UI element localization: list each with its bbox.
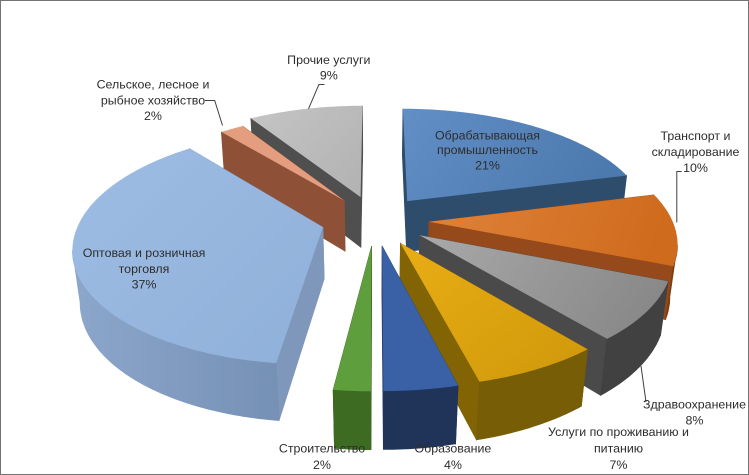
svg-text:питанию: питанию xyxy=(594,441,643,455)
svg-text:21%: 21% xyxy=(475,159,500,173)
svg-text:Оптовая и розничная: Оптовая и розничная xyxy=(83,246,206,260)
svg-text:7%: 7% xyxy=(610,458,628,472)
svg-text:2%: 2% xyxy=(144,109,162,123)
svg-text:Услуги по проживанию и: Услуги по проживанию и xyxy=(548,425,689,439)
svg-text:Обрабатывающая: Обрабатывающая xyxy=(435,129,540,143)
svg-text:Образование: Образование xyxy=(414,441,491,455)
svg-text:9%: 9% xyxy=(320,69,338,83)
svg-text:8%: 8% xyxy=(686,413,704,427)
svg-text:37%: 37% xyxy=(132,278,157,292)
svg-text:4%: 4% xyxy=(444,458,462,472)
svg-text:10%: 10% xyxy=(683,161,708,175)
svg-text:промышленность: промышленность xyxy=(437,143,538,157)
svg-text:Здравоохранение: Здравоохранение xyxy=(643,398,746,412)
svg-text:Прочие услуги: Прочие услуги xyxy=(287,53,370,67)
svg-text:2%: 2% xyxy=(313,458,331,472)
svg-text:Транспорт и: Транспорт и xyxy=(661,129,731,143)
svg-text:складирование: складирование xyxy=(652,145,740,159)
svg-text:Строительство: Строительство xyxy=(279,441,365,455)
svg-text:рыбное хозяйство: рыбное хозяйство xyxy=(101,93,205,107)
svg-text:Сельское, лесное и: Сельское, лесное и xyxy=(97,77,210,91)
svg-text:торговля: торговля xyxy=(119,262,170,276)
